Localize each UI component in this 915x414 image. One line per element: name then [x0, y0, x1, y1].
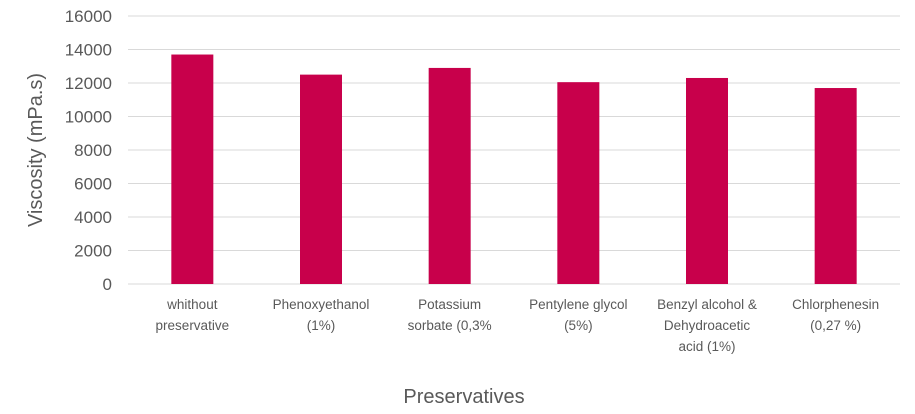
- bar: [171, 54, 214, 285]
- x-tick-label-line: (5%): [564, 318, 593, 333]
- x-tick-label-line: Pentylene glycol: [529, 297, 627, 312]
- bar: [686, 77, 728, 284]
- x-axis-title: Preservatives: [403, 386, 524, 408]
- x-tick-label: Pentylene glycol (5%): [529, 297, 627, 333]
- x-tick-label-line: sorbate (0,3%: [408, 318, 492, 333]
- x-tick-label-line: Chlorphenesin: [792, 297, 879, 312]
- x-tick-label-line: (0,27 %): [810, 318, 861, 333]
- x-axis-ticks: whithout preservative Phenoxyethanol (1%) Po…: [156, 297, 880, 354]
- y-tick-label: 4000: [74, 208, 112, 227]
- x-tick-label-line: Potassium: [418, 297, 481, 312]
- x-tick-label-line: Benzyl alcohol &: [657, 297, 757, 312]
- y-tick-label: 12000: [65, 74, 112, 93]
- y-tick-label: 0: [103, 275, 112, 294]
- x-tick-label-line: acid (1%): [678, 339, 735, 354]
- y-tick-label: 8000: [74, 141, 112, 160]
- bar: [428, 67, 471, 284]
- x-tick-label: Phenoxyethanol (1%): [273, 297, 370, 333]
- x-tick-label: whithout preservative: [156, 297, 230, 333]
- y-tick-label: 16000: [65, 7, 112, 26]
- y-axis-ticks: 0 2000 4000 6000 8000 10000 12000 14000 16000: [65, 7, 112, 294]
- y-tick-label: 14000: [65, 41, 112, 60]
- x-tick-label-line: (1%): [307, 318, 336, 333]
- bar: [300, 74, 342, 284]
- bars: [171, 54, 857, 285]
- y-tick-label: 10000: [65, 108, 112, 127]
- y-axis-title: Viscosity (mPa.s): [25, 73, 47, 227]
- x-tick-label-line: preservative: [156, 318, 230, 333]
- x-tick-label: Chlorphenesin (0,27 %): [792, 297, 879, 333]
- y-tick-label: 2000: [74, 242, 112, 261]
- x-tick-label: Benzyl alcohol & Dehydroacetic acid (1%): [657, 297, 757, 354]
- bar: [814, 88, 857, 285]
- bar: [557, 82, 600, 284]
- gridlines: [128, 15, 900, 285]
- x-tick-label-line: Phenoxyethanol: [273, 297, 370, 312]
- x-tick-label: Potassium sorbate (0,3%: [408, 297, 492, 333]
- y-tick-label: 6000: [74, 175, 112, 194]
- x-tick-label-line: whithout: [166, 297, 218, 312]
- x-tick-label-line: Dehydroacetic: [664, 318, 751, 333]
